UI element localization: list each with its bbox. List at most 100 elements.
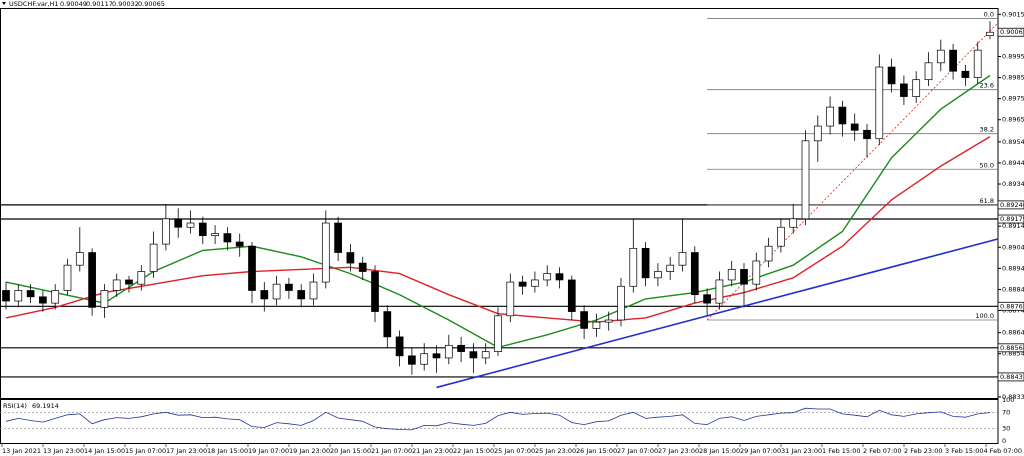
candle-body [481, 351, 490, 359]
candle-body [88, 252, 96, 308]
candle-body [223, 233, 232, 243]
candle-body [703, 294, 711, 304]
x-tick-label: 15 Jan 07:00 [125, 447, 166, 455]
candle-body [444, 344, 453, 359]
candle-body [506, 281, 515, 317]
y-tick-label: 0.89445 [1002, 159, 1024, 167]
candle-body [961, 70, 970, 78]
x-tick-label: 2 Feb 23:00 [904, 447, 943, 455]
candle-body [14, 290, 23, 302]
candle-body [63, 264, 72, 291]
candle-body [740, 269, 748, 285]
x-tick-label: 1 Feb 15:00 [822, 447, 861, 455]
rsi-line [5, 407, 991, 431]
candle-body [727, 269, 736, 281]
candle-body [469, 351, 478, 359]
rsi-name: RSI(14) [3, 402, 27, 410]
rsi-tick-label: 30 [1002, 425, 1010, 433]
x-tick-label: 21 Jan 07:00 [371, 447, 412, 455]
x-tick-label: 28 Jan 15:00 [699, 447, 740, 455]
price-label: 0.90065 [1000, 28, 1024, 36]
candle-body [198, 222, 207, 237]
fib-label: 0.0 [984, 11, 994, 19]
candle-body [235, 241, 244, 247]
level-label: 0.89179 [1000, 215, 1024, 223]
candle-body [887, 66, 896, 85]
level-label: 0.89246 [1000, 201, 1024, 209]
x-tick-label: 22 Jan 15:00 [453, 447, 494, 455]
candle-body [949, 49, 957, 72]
x-tick-label: 21 Jan 23:00 [412, 447, 453, 455]
candle-body [654, 271, 662, 279]
candle-body [641, 247, 650, 279]
menu-arrow[interactable] [2, 2, 6, 5]
candle-body [592, 321, 601, 329]
trendline [436, 238, 998, 389]
candle-body [100, 290, 109, 308]
x-tick-label: 25 Jan 07:00 [494, 447, 535, 455]
candle-body [690, 252, 699, 296]
candle-body [186, 222, 195, 228]
rsi-value: 69.1914 [32, 402, 59, 410]
candle-body [617, 285, 625, 321]
level-label-box [997, 301, 1024, 311]
candle-body [457, 344, 465, 352]
rsi-tick-label: 100 [1002, 396, 1014, 404]
price-box [997, 27, 1024, 37]
candle-body [75, 252, 84, 266]
candle-body [285, 283, 293, 291]
fib-label: 50.0 [980, 161, 994, 169]
candle-body [39, 296, 47, 304]
candle-body [297, 290, 306, 300]
candle-body [395, 336, 404, 357]
y-tick-label: 0.88945 [1002, 264, 1024, 272]
y-tick-label: 0.89545 [1002, 138, 1024, 146]
x-tick-label: 17 Jan 23:00 [166, 447, 207, 455]
level-label: 0.88765 [1000, 302, 1024, 310]
x-tick-label: 27 Jan 07:00 [617, 447, 658, 455]
candle-body [789, 218, 798, 228]
candle-body [494, 315, 502, 352]
x-tick-label: 18 Jan 15:00 [207, 447, 248, 455]
candle-body [518, 281, 527, 287]
candle-body [346, 252, 355, 264]
level-label-box [997, 200, 1024, 210]
x-tick-label: 26 Jan 15:00 [576, 447, 617, 455]
x-tick-label: 20 Jan 15:00 [330, 447, 371, 455]
y-tick-label: 0.89345 [1002, 180, 1024, 188]
x-tick-label: 13 Jan 23:00 [43, 447, 84, 455]
candle-body [408, 355, 416, 365]
rsi-tick-label: 70 [1002, 408, 1010, 416]
level-label-box [997, 372, 1024, 382]
fib-label: 23.6 [980, 82, 994, 90]
candle-body [604, 319, 613, 323]
y-tick-label: 0.89145 [1002, 222, 1024, 230]
candle-body [26, 290, 35, 298]
header-low: 0.90032 [112, 0, 139, 8]
candle-body [248, 245, 256, 291]
x-tick-label: 2 Feb 07:00 [863, 447, 902, 455]
candle-body [51, 290, 60, 304]
candle-body [629, 247, 638, 287]
level-label-box [997, 343, 1024, 353]
candle-body [678, 252, 687, 266]
level-label-box [997, 214, 1024, 224]
candle-body [543, 273, 552, 281]
candle-body [900, 83, 908, 97]
candle-body [850, 123, 859, 131]
x-tick-label: 27 Jan 23:00 [658, 447, 699, 455]
candle-body [432, 353, 441, 359]
x-tick-label: 3 Feb 15:00 [945, 447, 984, 455]
candle-body [358, 262, 367, 272]
candle-body [715, 279, 724, 304]
y-tick-label: 0.88845 [1002, 285, 1024, 293]
x-tick-label: 19 Jan 07:00 [248, 447, 289, 455]
x-tick-label: 29 Jan 07:00 [740, 447, 781, 455]
fib-label: 38.2 [980, 126, 994, 134]
candle-body [531, 279, 539, 287]
y-tick-label: 0.88335 [1002, 393, 1024, 401]
